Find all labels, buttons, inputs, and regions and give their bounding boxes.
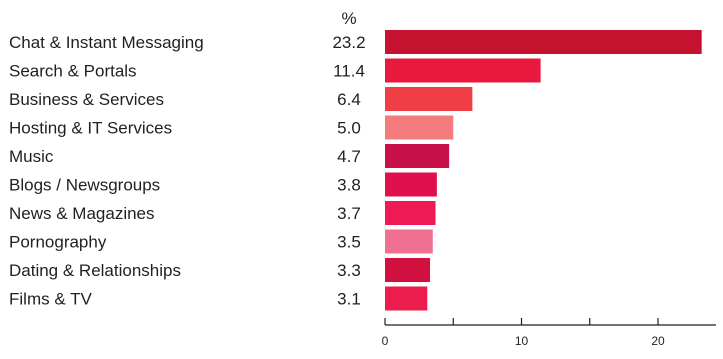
category-label: Business & Services — [9, 90, 164, 109]
value-column-header: % — [341, 9, 356, 28]
value-label: 23.2 — [332, 33, 365, 52]
value-label: 11.4 — [333, 62, 365, 81]
value-label: 4.7 — [337, 147, 361, 166]
category-label: Dating & Relationships — [9, 261, 181, 280]
value-labels: 23.2 11.4 6.4 5.0 4.7 3.8 3.7 3.5 3.3 3.1 — [332, 33, 365, 309]
value-label: 3.5 — [337, 233, 361, 252]
value-label: 3.8 — [337, 176, 361, 195]
category-label: Hosting & IT Services — [9, 119, 172, 138]
bar — [385, 229, 433, 254]
category-label: Pornography — [9, 233, 107, 252]
category-label: Search & Portals — [9, 62, 137, 81]
category-label: Films & TV — [9, 290, 92, 309]
x-tick-label: 20 — [651, 334, 665, 348]
bar — [385, 30, 702, 54]
value-label: 6.4 — [337, 90, 361, 109]
category-label: News & Magazines — [9, 204, 155, 223]
x-tick-label: 10 — [515, 334, 529, 348]
bars — [385, 30, 702, 311]
bar — [385, 58, 541, 83]
category-label: Blogs / Newsgroups — [9, 176, 160, 195]
bar — [385, 172, 437, 197]
bar — [385, 201, 436, 225]
bar — [385, 87, 473, 111]
x-tick-label: 0 — [382, 334, 389, 348]
bar — [385, 115, 454, 140]
category-labels: Chat & Instant Messaging Search & Portals… — [9, 33, 204, 309]
x-axis: 0 10 20 — [382, 318, 716, 348]
bar — [385, 258, 431, 282]
bar — [385, 144, 450, 168]
value-label: 3.1 — [337, 290, 361, 309]
value-label: 5.0 — [337, 119, 361, 138]
bar — [385, 286, 428, 311]
value-label: 3.3 — [337, 261, 361, 280]
value-label: 3.7 — [337, 204, 361, 223]
category-label: Music — [9, 147, 54, 166]
category-label: Chat & Instant Messaging — [9, 33, 204, 52]
